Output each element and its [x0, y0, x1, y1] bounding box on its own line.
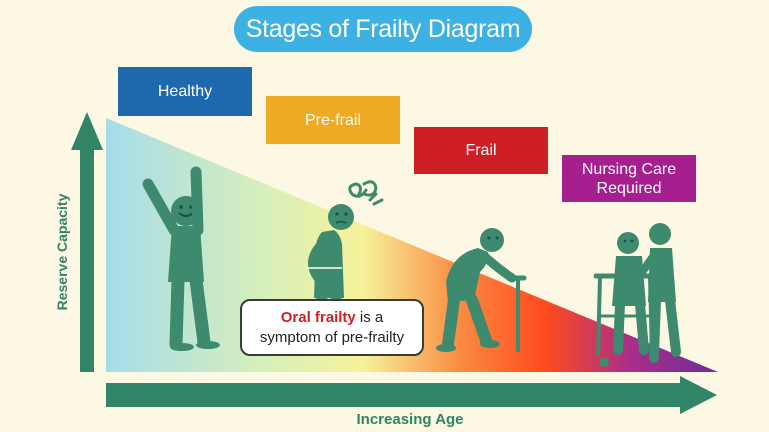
y-axis-label: Reserve Capacity: [54, 193, 70, 311]
callout-line-1-rest: is a: [355, 308, 384, 326]
stage-label-frail: Frail: [414, 127, 548, 174]
oral-frailty-callout: Oral frailty is a symptom of pre-frailty: [240, 299, 424, 356]
stage-label-pre-frail: Pre-frail: [266, 96, 400, 144]
stage-label-nursing-care-text: Nursing Care Required: [581, 160, 677, 197]
stage-label-nursing-care: Nursing Care Required: [562, 155, 696, 202]
x-axis-label: Increasing Age: [356, 411, 464, 428]
callout-line-1: Oral frailty is a: [242, 308, 422, 328]
nursing-care-people-icon: [593, 223, 681, 367]
stage-label-healthy: Healthy: [118, 67, 252, 116]
y-axis-arrow: [71, 112, 103, 372]
frail-person-icon: [436, 228, 527, 352]
callout-highlight: Oral frailty: [280, 308, 356, 326]
healthy-person-icon: [142, 166, 220, 351]
diagram-title: Stages of Frailty Diagram: [234, 6, 532, 52]
callout-line-2: symptom of pre-frailty: [259, 328, 405, 346]
x-axis-arrow: [106, 376, 717, 414]
